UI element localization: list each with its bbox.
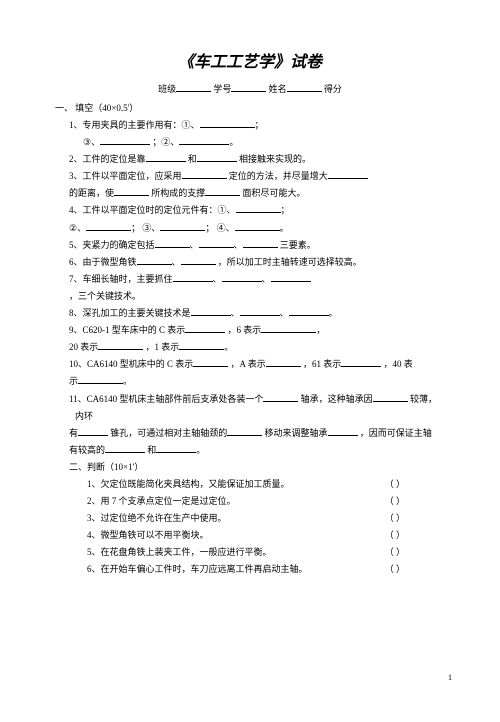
q11-blank1[interactable]	[263, 393, 298, 402]
q8-blank1[interactable]	[191, 307, 231, 316]
name-label: 姓名	[269, 84, 287, 94]
q7-blank3[interactable]	[271, 273, 311, 282]
q3-line2: 的距离，使 所构成的支撑 面积尽可能大。	[69, 185, 445, 202]
q3-blank1[interactable]	[182, 170, 227, 179]
class-label: 班级	[158, 84, 176, 94]
exam-title: 《车工工艺学》试卷	[55, 48, 445, 72]
q10-blank2[interactable]	[266, 358, 301, 367]
q4-blank4[interactable]	[235, 222, 280, 231]
judge-paren-1[interactable]: （ ）	[385, 476, 405, 493]
q3b-blank2[interactable]	[205, 187, 240, 196]
q1-line2: ③、 ；②、。	[83, 134, 445, 151]
q10-line2: 示。	[69, 373, 445, 390]
q11-line2: 有 锥孔，可通过相对主轴轴颈的 移动来调整轴承 ，因而可保证主轴	[69, 425, 445, 442]
q2: 2、工件的定位是靠 和 相接触来实现的。	[69, 151, 445, 168]
judge-q3: 3、过定位绝不允许在生产中使用。 （ ）	[87, 510, 445, 527]
number-blank[interactable]	[231, 83, 266, 92]
q2-blank2[interactable]	[197, 153, 237, 162]
q7-line1: 7、车细长轴时，主要抓住、、	[69, 271, 445, 288]
q5: 5、夹紧力的确定包括、、 三要素。	[69, 237, 445, 254]
q3b-blank1[interactable]	[114, 187, 149, 196]
q10-line1: 10、CA6140 型机床中的 C 表示 ，A 表示 ，61 表示 ，40 表	[69, 356, 445, 373]
q11-blank5[interactable]	[328, 427, 358, 436]
q11-blank3[interactable]	[78, 427, 108, 436]
judge-paren-4[interactable]: （ ）	[385, 527, 405, 544]
score-label: 得分	[324, 84, 342, 94]
judge-q6: 6、在开始车偏心工件时，车刀应远离工件再启动主轴。 （ ）	[87, 561, 445, 578]
q3-line1: 3、工件以平面定位，应采用 定位的方法，并尽量增大	[69, 168, 445, 185]
q11-blank6[interactable]	[105, 444, 145, 453]
q11-blank2[interactable]	[373, 393, 408, 402]
judge-q2: 2、用 7 个支承点定位一定是过定位。 （ ）	[87, 493, 445, 510]
q9-line1: 9、C620-1 型车床中的 C 表示 ，6 表示，	[69, 322, 445, 339]
q6: 6、由于微型角铁、 ，所以加工时主轴转速可选择较高。	[69, 254, 445, 271]
section1-heading: 一、 填空（40×0.5'）	[55, 101, 445, 114]
q7-blank1[interactable]	[173, 273, 213, 282]
page-number: 1	[448, 673, 452, 682]
student-info-line: 班级 学号 姓名 得分	[55, 82, 445, 95]
q8-blank2[interactable]	[240, 307, 280, 316]
judge-paren-5[interactable]: （ ）	[385, 544, 405, 561]
q10-blank3[interactable]	[341, 358, 381, 367]
name-blank[interactable]	[287, 83, 322, 92]
q5-blank3[interactable]	[243, 239, 278, 248]
q11-line1: 11、CA6140 型机床主轴部件前后支承处各装一个 轴承，这种轴承因 较薄，内…	[69, 391, 445, 425]
q6-blank1[interactable]	[137, 256, 172, 265]
q5-blank2[interactable]	[199, 239, 234, 248]
q6-blank2[interactable]	[181, 256, 216, 265]
q4-blank1[interactable]	[236, 204, 281, 213]
judge-q5: 5、在花盘角铁上装夹工件，一般应进行平衡。 （ ）	[87, 544, 445, 561]
q1-blank3[interactable]	[100, 136, 150, 145]
q7-line2: ，三个关键技术。	[69, 288, 445, 305]
class-blank[interactable]	[176, 83, 211, 92]
q10-blank4[interactable]	[78, 375, 123, 384]
q5-blank1[interactable]	[155, 239, 190, 248]
q4-line1: 4、工件以平面定位时的定位元件有：①、；	[69, 202, 445, 219]
q9-blank2[interactable]	[261, 324, 316, 333]
q1-blank2[interactable]	[179, 136, 229, 145]
judge-paren-6[interactable]: （ ）	[385, 561, 405, 578]
q8-blank3[interactable]	[289, 307, 329, 316]
number-label: 学号	[213, 84, 231, 94]
q1-line1: 1、专用夹具的主要作用有：①、；	[69, 117, 445, 134]
q2-blank1[interactable]	[146, 153, 186, 162]
q8: 8、深孔加工的主要关键技术是、、。	[69, 305, 445, 322]
q1-blank1[interactable]	[200, 119, 255, 128]
judge-paren-3[interactable]: （ ）	[385, 510, 405, 527]
judge-paren-2[interactable]: （ ）	[385, 493, 405, 510]
q9-blank4[interactable]	[179, 341, 224, 350]
q9-blank3[interactable]	[98, 341, 143, 350]
q4-blank2[interactable]	[86, 222, 131, 231]
q11-line3: 有较高的 和。	[69, 442, 445, 459]
judge-q1: 1、欠定位既能简化夹具结构，又能保证加工质量。 （ ）	[87, 476, 445, 493]
q7-blank2[interactable]	[222, 273, 262, 282]
q11-blank4[interactable]	[227, 427, 262, 436]
judge-q4: 4、微型角铁可以不用平衡块。 （ ）	[87, 527, 445, 544]
q3-blank2[interactable]	[328, 170, 368, 179]
q10-blank1[interactable]	[193, 358, 228, 367]
q11-blank7[interactable]	[156, 444, 196, 453]
q9-line2: 20 表示 ，1 表示。	[69, 339, 445, 356]
q9-blank1[interactable]	[185, 324, 225, 333]
q4-line2: ②、； ③、； ④、。	[69, 220, 445, 237]
section2-heading: 二、判断（10×1'）	[69, 459, 445, 476]
q4-blank3[interactable]	[160, 222, 205, 231]
